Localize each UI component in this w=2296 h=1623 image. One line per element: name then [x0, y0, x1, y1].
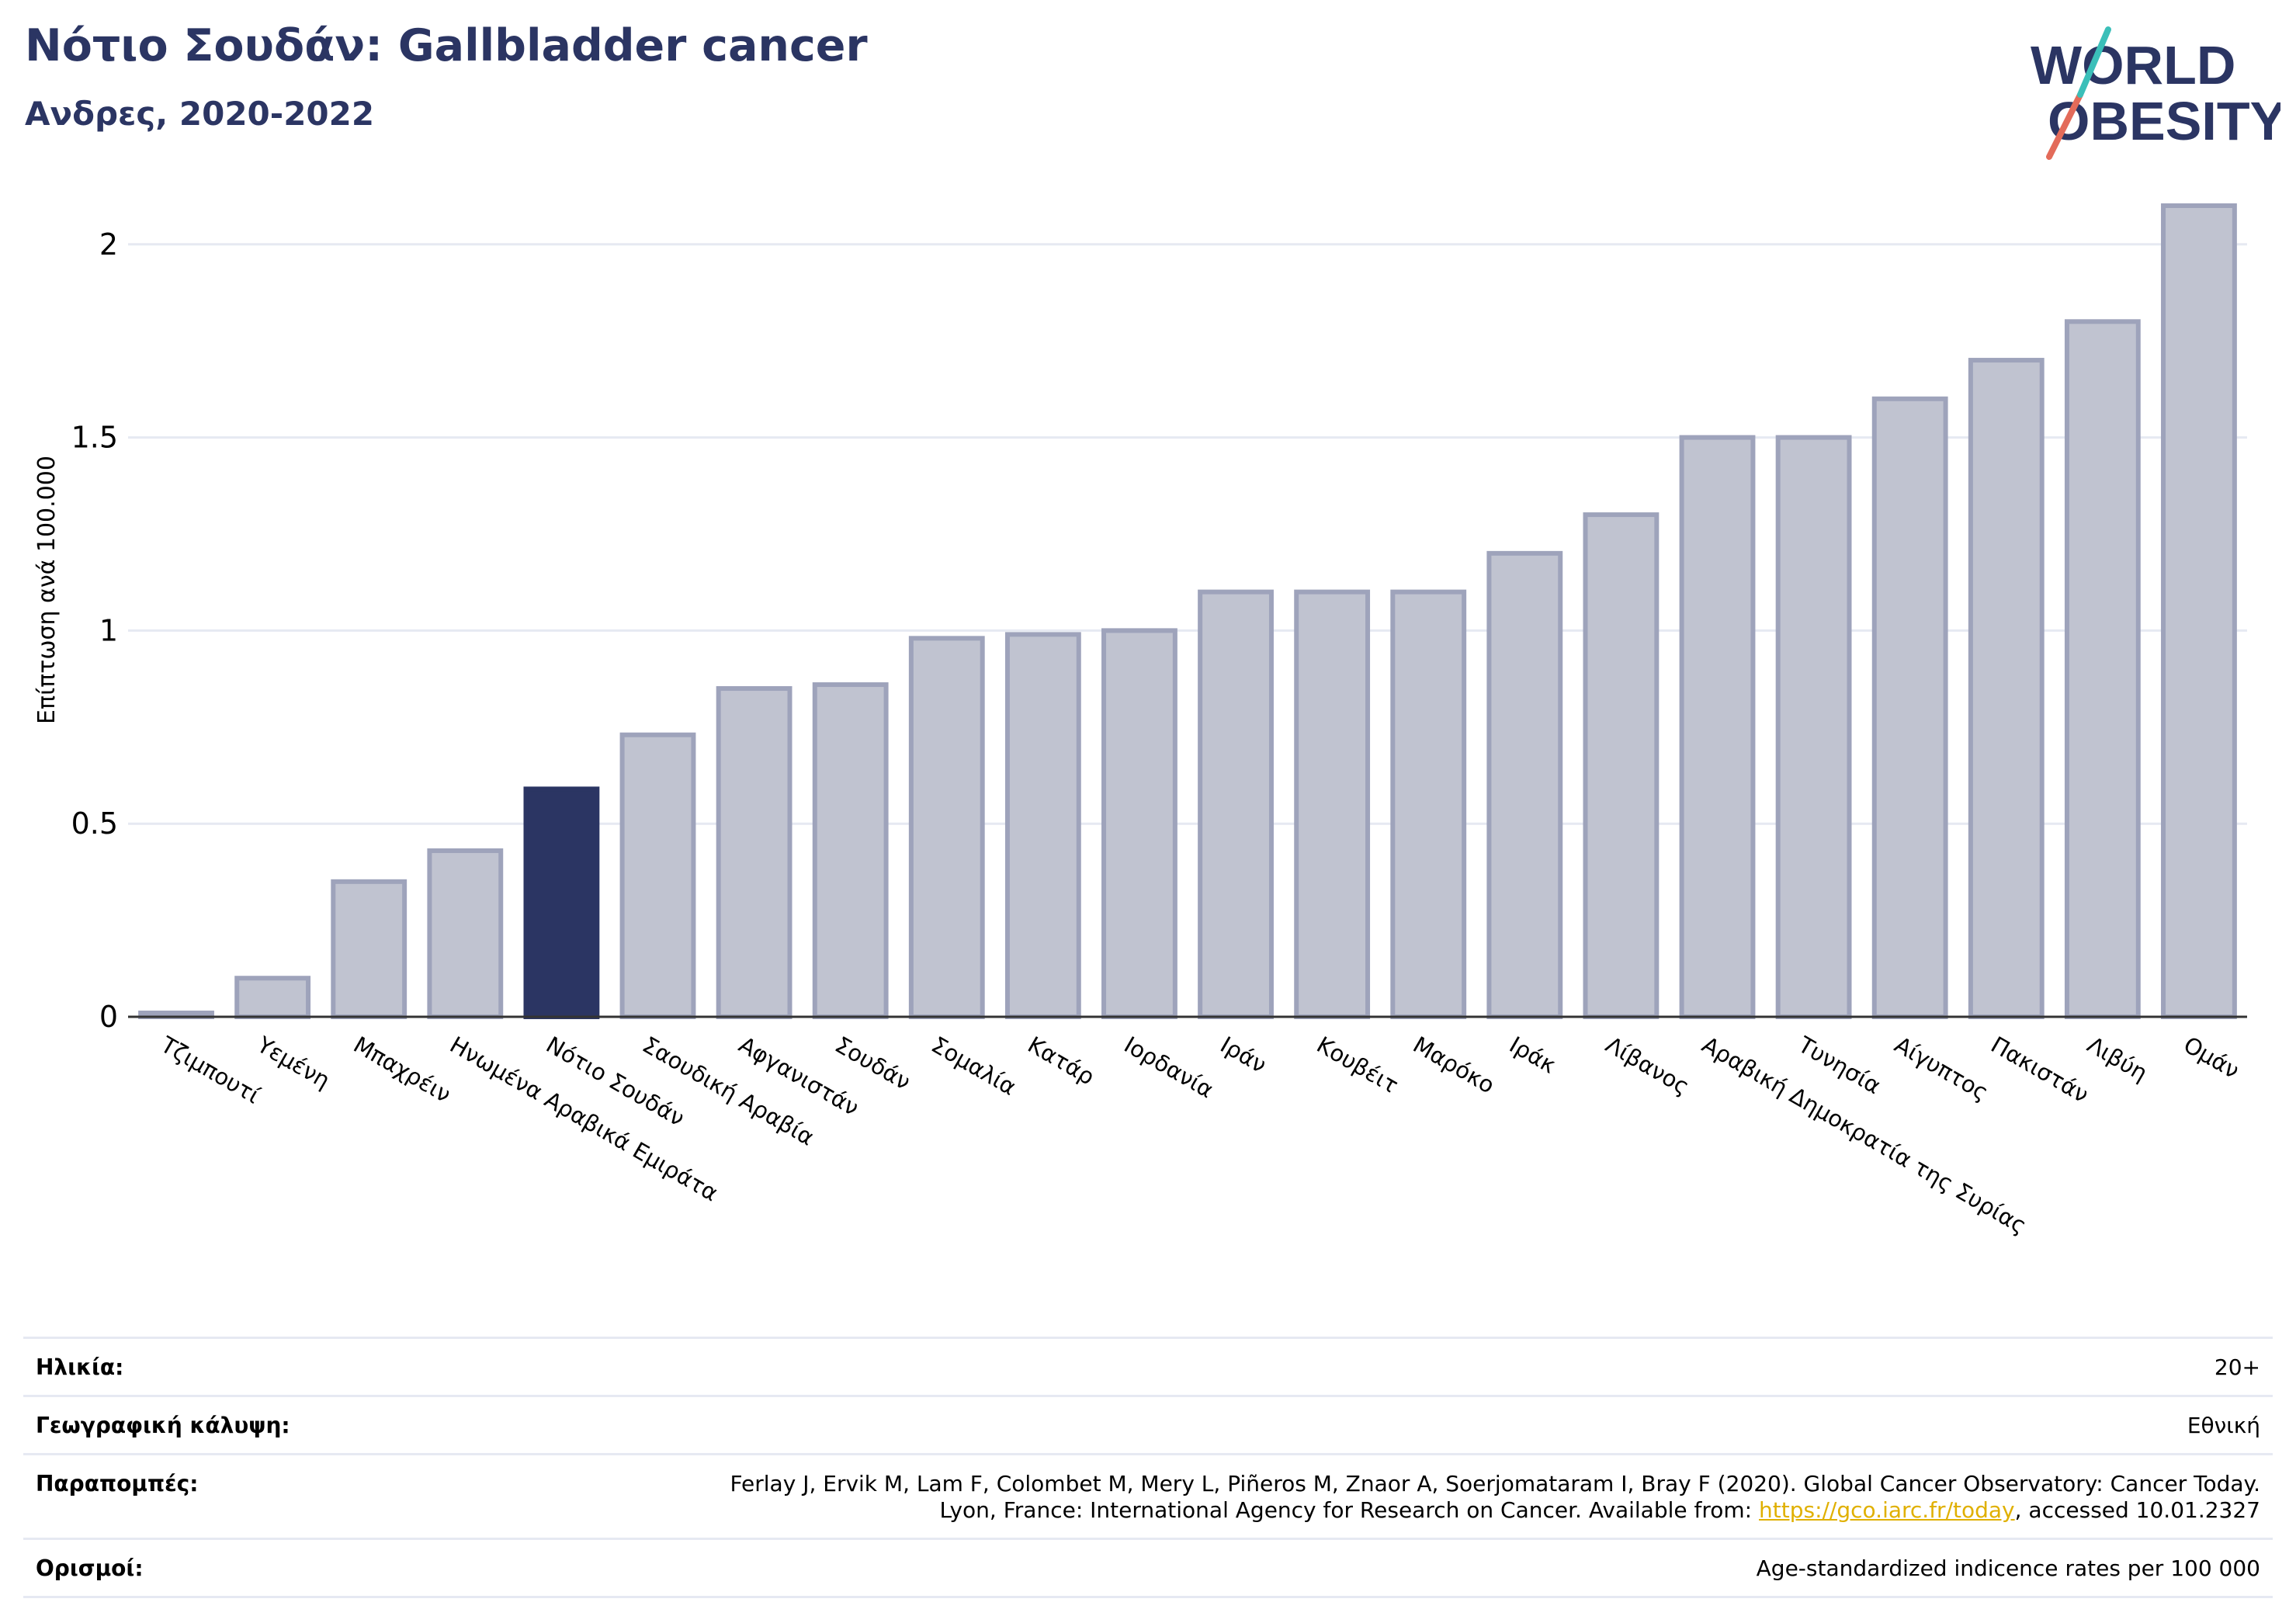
bar-11 — [1101, 628, 1177, 1020]
y-tick-label: 2 — [99, 227, 118, 262]
x-tick-label: Υεμένη — [252, 1031, 335, 1094]
x-tick-label: Μαρόκο — [1409, 1032, 1500, 1099]
x-tick-label: Τζιμπουτί — [156, 1031, 265, 1109]
x-tick-label: Αραβική Δημοκρατία της Συρίας — [1698, 1032, 2031, 1240]
info-value-definitions: Age-standardized indicence rates per 100… — [1756, 1555, 2260, 1581]
y-axis-label: Επίπτωση ανά 100.000 — [33, 456, 61, 724]
bar-22 — [2161, 203, 2237, 1019]
reference-link[interactable]: https://gco.iarc.fr/today — [1759, 1497, 2015, 1523]
x-tick-label: Σαουδική Αραβία — [638, 1032, 819, 1151]
x-tick-label: Λιβύη — [2083, 1032, 2152, 1087]
x-tick-label: Κουβέιτ — [1313, 1032, 1403, 1099]
info-value-references: Ferlay J, Ervik M, Lam F, Colombet M, Me… — [730, 1471, 2260, 1524]
y-tick-label: 0 — [99, 1000, 118, 1034]
bars — [138, 203, 2237, 1020]
info-row-coverage: Γεωγραφική κάλυψη: Εθνική — [23, 1395, 2273, 1453]
info-value-coverage: Εθνική — [2187, 1413, 2260, 1438]
bar-20 — [1968, 358, 2045, 1019]
bar-16 — [1583, 512, 1660, 1019]
chart-subtitle: Ανδρες, 2020-2022 — [25, 95, 375, 133]
bar-10 — [1004, 632, 1081, 1019]
y-tick-label: 1 — [99, 613, 118, 647]
x-tick-label: Πακιστάν — [1986, 1032, 2093, 1108]
reference-line-2-pre: Lyon, France: International Agency for R… — [939, 1497, 1759, 1523]
info-row-definitions: Ορισμοί: Age-standardized indicence rate… — [23, 1538, 2273, 1598]
bar-19 — [1871, 396, 1948, 1019]
info-label-references: Παραπομπές: — [36, 1471, 199, 1496]
info-table: Ηλικία: 20+ Γεωγραφική κάλυψη: Εθνική Πα… — [23, 1337, 2273, 1598]
reference-line-1: Ferlay J, Ervik M, Lam F, Colombet M, Me… — [730, 1471, 2260, 1496]
bar-4 — [427, 848, 504, 1019]
info-label-coverage: Γεωγραφική κάλυψη: — [36, 1413, 290, 1438]
x-tick-label: Ιορδανία — [1119, 1032, 1218, 1104]
bar-9 — [908, 636, 985, 1019]
bar-7 — [716, 686, 793, 1019]
reference-line-2-post: , accessed 10.01.2327 — [2014, 1497, 2260, 1523]
x-tick-label: Σουδάν — [831, 1032, 915, 1095]
x-tick-label: Μπαχρέιν — [349, 1032, 456, 1108]
x-tick-label: Κατάρ — [1023, 1032, 1099, 1091]
world-obesity-logo: WORLD OBESITY — [2031, 26, 2280, 160]
bar-17 — [1679, 435, 1756, 1019]
bar-18 — [1775, 435, 1852, 1019]
info-label-definitions: Ορισμοί: — [36, 1555, 144, 1581]
bar-2 — [234, 976, 311, 1019]
chart-title: Νότιο Σουδάν: Gallbladder cancer — [25, 20, 868, 71]
bar-8 — [812, 682, 889, 1019]
bar-13 — [1294, 589, 1371, 1019]
bar-3 — [331, 879, 408, 1020]
bar-6 — [619, 732, 696, 1019]
x-tick-label: Λίβανος — [1601, 1032, 1694, 1101]
bar-14 — [1390, 589, 1467, 1019]
bar-21 — [2064, 319, 2141, 1019]
bar-15 — [1486, 550, 1563, 1019]
x-tick-label: Ιράκ — [1505, 1032, 1561, 1079]
logo-line2: OBESITY — [2048, 91, 2280, 151]
info-value-age: 20+ — [2214, 1354, 2260, 1380]
info-row-references: Παραπομπές: Ferlay J, Ervik M, Lam F, Co… — [23, 1453, 2273, 1538]
y-tick-label: 0.5 — [71, 806, 118, 841]
logo-line1: WORLD — [2031, 35, 2235, 95]
bar-12 — [1198, 589, 1274, 1019]
x-tick-label: Ιράν — [1216, 1032, 1271, 1079]
y-tick-label: 1.5 — [71, 421, 118, 455]
info-label-age: Ηλικία: — [36, 1354, 124, 1380]
x-tick-label: Σομαλία — [927, 1032, 1021, 1101]
info-row-age: Ηλικία: 20+ — [23, 1337, 2273, 1395]
bar-5 — [523, 786, 600, 1020]
y-tick-labels: 0 0.5 1 1.5 2 — [71, 227, 118, 1034]
x-tick-label: Ομάν — [2179, 1032, 2243, 1084]
x-tick-label: Αίγυπτος — [1890, 1032, 1993, 1106]
